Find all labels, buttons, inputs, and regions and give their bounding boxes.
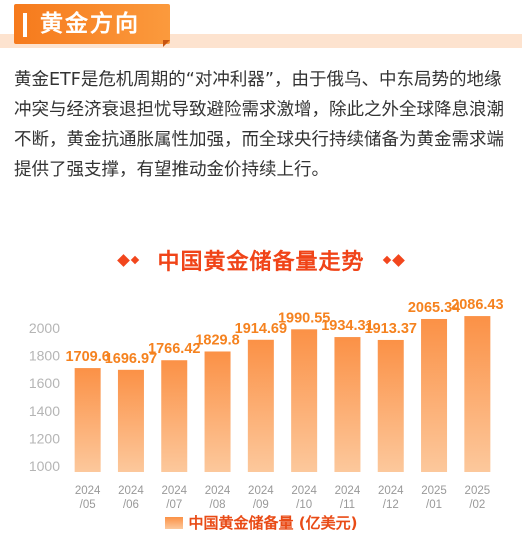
- legend-label: 中国黄金储备量 (亿美元): [188, 514, 358, 532]
- x-tick-label: 2024: [118, 485, 144, 497]
- y-tick-label: 1000: [29, 458, 60, 474]
- data-label: 1914.69: [235, 321, 287, 337]
- x-tick-label: /12: [383, 499, 399, 510]
- data-label: 1990.55: [278, 310, 330, 326]
- bar-chart: 1000 1200 1400 1600 1800 2000 1709.61696.9717…: [29, 297, 504, 510]
- diamond-icon: [117, 253, 131, 267]
- x-tick-label: 2024: [205, 485, 231, 497]
- x-tick-label: 2024: [75, 485, 101, 497]
- x-tick-label: /08: [210, 499, 226, 510]
- x-tick-label: /02: [469, 499, 485, 510]
- data-label: 1829.8: [195, 332, 239, 348]
- x-tick-label: 2025: [421, 485, 447, 497]
- diamond-icon: [391, 253, 405, 267]
- data-label: 1913.37: [365, 321, 417, 337]
- data-label: 2086.43: [451, 297, 503, 313]
- bar: [204, 351, 231, 472]
- bar: [464, 316, 491, 472]
- x-tick-label: /05: [80, 499, 96, 510]
- data-label: 1766.42: [148, 341, 200, 357]
- y-tick-label: 1600: [29, 375, 60, 391]
- bar: [377, 339, 404, 472]
- bar: [421, 318, 448, 472]
- data-label: 1709.6: [65, 349, 109, 365]
- x-tick-label: 2024: [248, 485, 274, 497]
- intro-paragraph: 黄金ETF是危机周期的“对冲利器”，由于俄乌、中东局势的地缘冲突与经济衰退担忧导…: [14, 70, 504, 180]
- chart-title-row: 中国黄金储备量走势: [0, 244, 522, 276]
- chart-legend: 中国黄金储备量 (亿美元): [0, 512, 522, 533]
- bar: [117, 369, 144, 472]
- x-tick-label: /07: [166, 499, 182, 510]
- x-tick-label: /06: [123, 499, 139, 510]
- x-tick-label: 2024: [161, 485, 187, 497]
- bar: [291, 329, 318, 472]
- y-tick-label: 2000: [29, 320, 60, 336]
- data-label: 1934.31: [321, 318, 373, 334]
- data-label: 2065.34: [408, 300, 460, 316]
- x-tick-label: /11: [340, 499, 355, 510]
- y-tick-label: 1800: [29, 348, 60, 364]
- header-accent-bar: [23, 13, 27, 37]
- x-tick-label: /09: [253, 499, 269, 510]
- y-tick-label: 1200: [29, 430, 60, 446]
- bar: [247, 339, 274, 472]
- x-tick-label: /01: [426, 499, 442, 510]
- x-tick-label: 2024: [378, 485, 404, 497]
- x-tick-label: 2024: [335, 485, 361, 497]
- header-fold: [163, 40, 170, 47]
- bar: [334, 337, 361, 472]
- diamond-icon: [131, 255, 140, 265]
- data-label: 1696.97: [105, 351, 157, 367]
- y-tick-label: 1400: [29, 403, 60, 419]
- x-tick-label: /10: [296, 499, 312, 510]
- bar: [74, 368, 101, 472]
- header-title: 黄金方向: [40, 11, 140, 37]
- diamond-icon: [382, 255, 391, 265]
- bar: [161, 360, 188, 472]
- chart-title: 中国黄金储备量走势: [157, 250, 365, 275]
- legend-swatch: [164, 516, 183, 529]
- x-tick-label: 2024: [291, 485, 317, 497]
- header-title-box: 黄金方向: [14, 4, 170, 44]
- x-tick-label: 2025: [465, 485, 491, 497]
- section-header: 黄金方向: [0, 0, 522, 60]
